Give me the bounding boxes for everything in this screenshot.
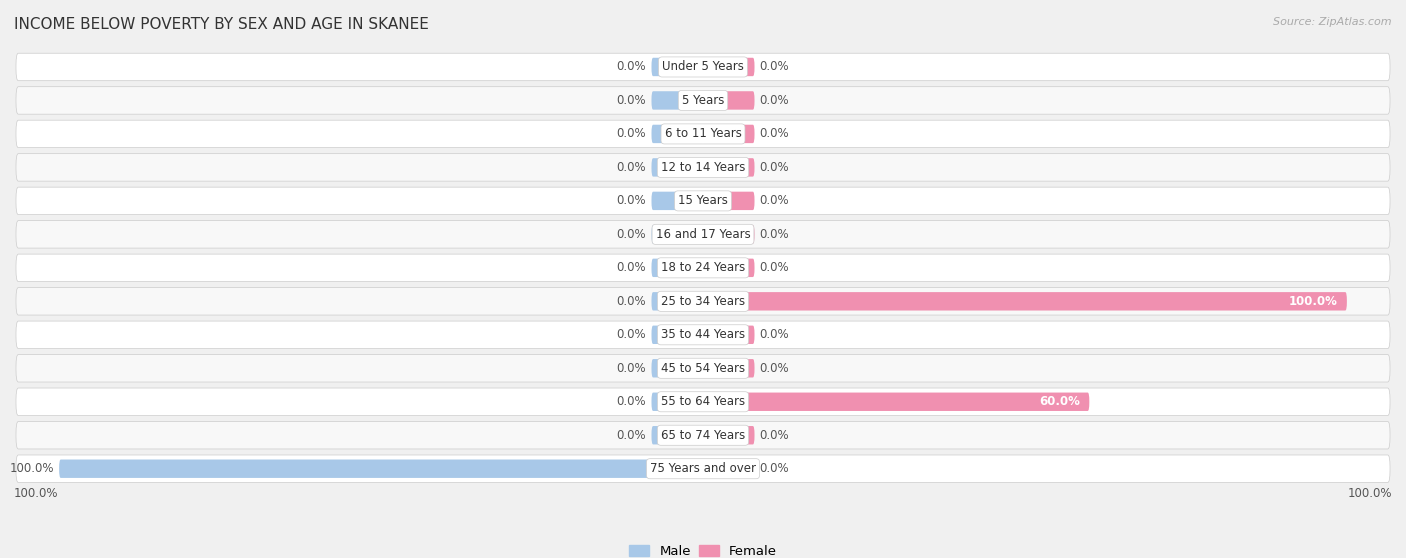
- FancyBboxPatch shape: [703, 125, 755, 143]
- FancyBboxPatch shape: [15, 455, 1391, 483]
- Text: 0.0%: 0.0%: [617, 60, 647, 74]
- Text: 0.0%: 0.0%: [759, 261, 789, 275]
- Text: 35 to 44 Years: 35 to 44 Years: [661, 328, 745, 341]
- Text: 65 to 74 Years: 65 to 74 Years: [661, 429, 745, 442]
- FancyBboxPatch shape: [15, 321, 1391, 349]
- FancyBboxPatch shape: [59, 460, 703, 478]
- FancyBboxPatch shape: [15, 153, 1391, 181]
- Text: 60.0%: 60.0%: [1039, 395, 1080, 408]
- FancyBboxPatch shape: [651, 393, 703, 411]
- FancyBboxPatch shape: [651, 58, 703, 76]
- Text: 0.0%: 0.0%: [759, 94, 789, 107]
- Text: 0.0%: 0.0%: [759, 228, 789, 241]
- FancyBboxPatch shape: [651, 326, 703, 344]
- Text: Under 5 Years: Under 5 Years: [662, 60, 744, 74]
- FancyBboxPatch shape: [651, 259, 703, 277]
- FancyBboxPatch shape: [651, 158, 703, 177]
- Text: 55 to 64 Years: 55 to 64 Years: [661, 395, 745, 408]
- Text: 100.0%: 100.0%: [1347, 487, 1392, 501]
- Text: 0.0%: 0.0%: [617, 395, 647, 408]
- Text: 100.0%: 100.0%: [10, 462, 53, 475]
- FancyBboxPatch shape: [703, 259, 755, 277]
- Text: 0.0%: 0.0%: [617, 328, 647, 341]
- FancyBboxPatch shape: [15, 86, 1391, 114]
- Text: 0.0%: 0.0%: [617, 295, 647, 308]
- FancyBboxPatch shape: [15, 421, 1391, 449]
- FancyBboxPatch shape: [15, 187, 1391, 215]
- Text: 0.0%: 0.0%: [759, 429, 789, 442]
- FancyBboxPatch shape: [15, 53, 1391, 81]
- FancyBboxPatch shape: [651, 292, 703, 311]
- Text: 100.0%: 100.0%: [1288, 295, 1337, 308]
- FancyBboxPatch shape: [651, 125, 703, 143]
- FancyBboxPatch shape: [15, 388, 1391, 416]
- Text: 0.0%: 0.0%: [759, 462, 789, 475]
- Text: 0.0%: 0.0%: [759, 60, 789, 74]
- FancyBboxPatch shape: [703, 426, 755, 444]
- FancyBboxPatch shape: [703, 326, 755, 344]
- Text: 16 and 17 Years: 16 and 17 Years: [655, 228, 751, 241]
- Text: INCOME BELOW POVERTY BY SEX AND AGE IN SKANEE: INCOME BELOW POVERTY BY SEX AND AGE IN S…: [14, 17, 429, 32]
- Text: 45 to 54 Years: 45 to 54 Years: [661, 362, 745, 375]
- Text: 15 Years: 15 Years: [678, 194, 728, 208]
- Text: 0.0%: 0.0%: [759, 362, 789, 375]
- FancyBboxPatch shape: [651, 192, 703, 210]
- FancyBboxPatch shape: [15, 220, 1391, 248]
- Text: 100.0%: 100.0%: [14, 487, 59, 501]
- FancyBboxPatch shape: [651, 225, 703, 244]
- Text: 0.0%: 0.0%: [617, 161, 647, 174]
- FancyBboxPatch shape: [703, 460, 755, 478]
- Text: 25 to 34 Years: 25 to 34 Years: [661, 295, 745, 308]
- FancyBboxPatch shape: [703, 393, 1090, 411]
- Text: 75 Years and over: 75 Years and over: [650, 462, 756, 475]
- FancyBboxPatch shape: [703, 292, 1347, 311]
- Text: 0.0%: 0.0%: [617, 362, 647, 375]
- Text: 0.0%: 0.0%: [617, 127, 647, 141]
- Text: Source: ZipAtlas.com: Source: ZipAtlas.com: [1274, 17, 1392, 27]
- FancyBboxPatch shape: [703, 92, 755, 110]
- Text: 0.0%: 0.0%: [617, 429, 647, 442]
- Text: 0.0%: 0.0%: [759, 328, 789, 341]
- Text: 0.0%: 0.0%: [759, 127, 789, 141]
- FancyBboxPatch shape: [703, 225, 755, 244]
- Text: 0.0%: 0.0%: [759, 194, 789, 208]
- FancyBboxPatch shape: [15, 287, 1391, 315]
- FancyBboxPatch shape: [15, 120, 1391, 148]
- Text: 5 Years: 5 Years: [682, 94, 724, 107]
- Text: 12 to 14 Years: 12 to 14 Years: [661, 161, 745, 174]
- Legend: Male, Female: Male, Female: [624, 540, 782, 558]
- Text: 6 to 11 Years: 6 to 11 Years: [665, 127, 741, 141]
- Text: 0.0%: 0.0%: [759, 161, 789, 174]
- Text: 0.0%: 0.0%: [617, 261, 647, 275]
- Text: 0.0%: 0.0%: [617, 94, 647, 107]
- FancyBboxPatch shape: [15, 254, 1391, 282]
- Text: 18 to 24 Years: 18 to 24 Years: [661, 261, 745, 275]
- FancyBboxPatch shape: [703, 359, 755, 378]
- FancyBboxPatch shape: [703, 158, 755, 177]
- FancyBboxPatch shape: [651, 359, 703, 378]
- Text: 0.0%: 0.0%: [617, 228, 647, 241]
- FancyBboxPatch shape: [15, 354, 1391, 382]
- FancyBboxPatch shape: [651, 426, 703, 444]
- Text: 0.0%: 0.0%: [617, 194, 647, 208]
- FancyBboxPatch shape: [651, 92, 703, 110]
- FancyBboxPatch shape: [703, 192, 755, 210]
- FancyBboxPatch shape: [703, 58, 755, 76]
